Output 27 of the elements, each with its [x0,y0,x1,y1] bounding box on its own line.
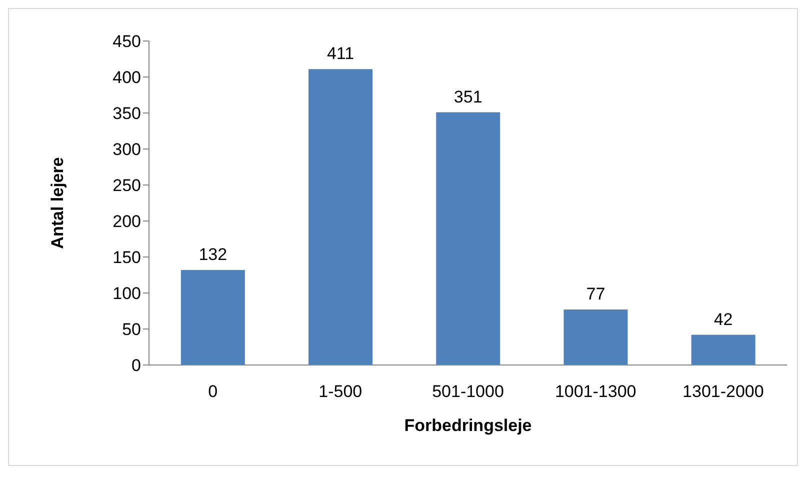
data-label: 42 [714,310,733,329]
x-tick-label: 0 [208,382,218,402]
y-axis-title: Antal lejere [48,157,68,249]
y-tick-label: 150 [112,248,141,268]
data-label: 132 [198,244,228,264]
y-tick-label: 0 [132,356,141,376]
bar [691,334,756,365]
x-tick-label: 501-1000 [432,382,504,402]
y-tick-label: 350 [112,104,141,124]
x-axis-title: Forbedringsleje [404,416,532,436]
bar [564,310,628,365]
y-tick-label: 200 [112,212,141,232]
y-tick-label: 100 [112,284,141,304]
x-tick-label: 1001-1300 [554,382,636,402]
data-label: 411 [326,44,354,64]
bar [180,270,245,365]
y-tick-label: 300 [112,140,141,160]
data-label: 351 [454,87,482,106]
bar [308,69,372,365]
bar [436,112,500,365]
x-tick-label: 1301-2000 [682,382,764,402]
x-tick-label: 1-500 [318,382,362,402]
y-tick-label: 450 [112,32,141,52]
y-tick-label: 50 [122,320,141,340]
y-tick-label: 400 [112,68,141,88]
y-tick-label: 250 [112,176,141,196]
data-label: 77 [586,284,606,304]
